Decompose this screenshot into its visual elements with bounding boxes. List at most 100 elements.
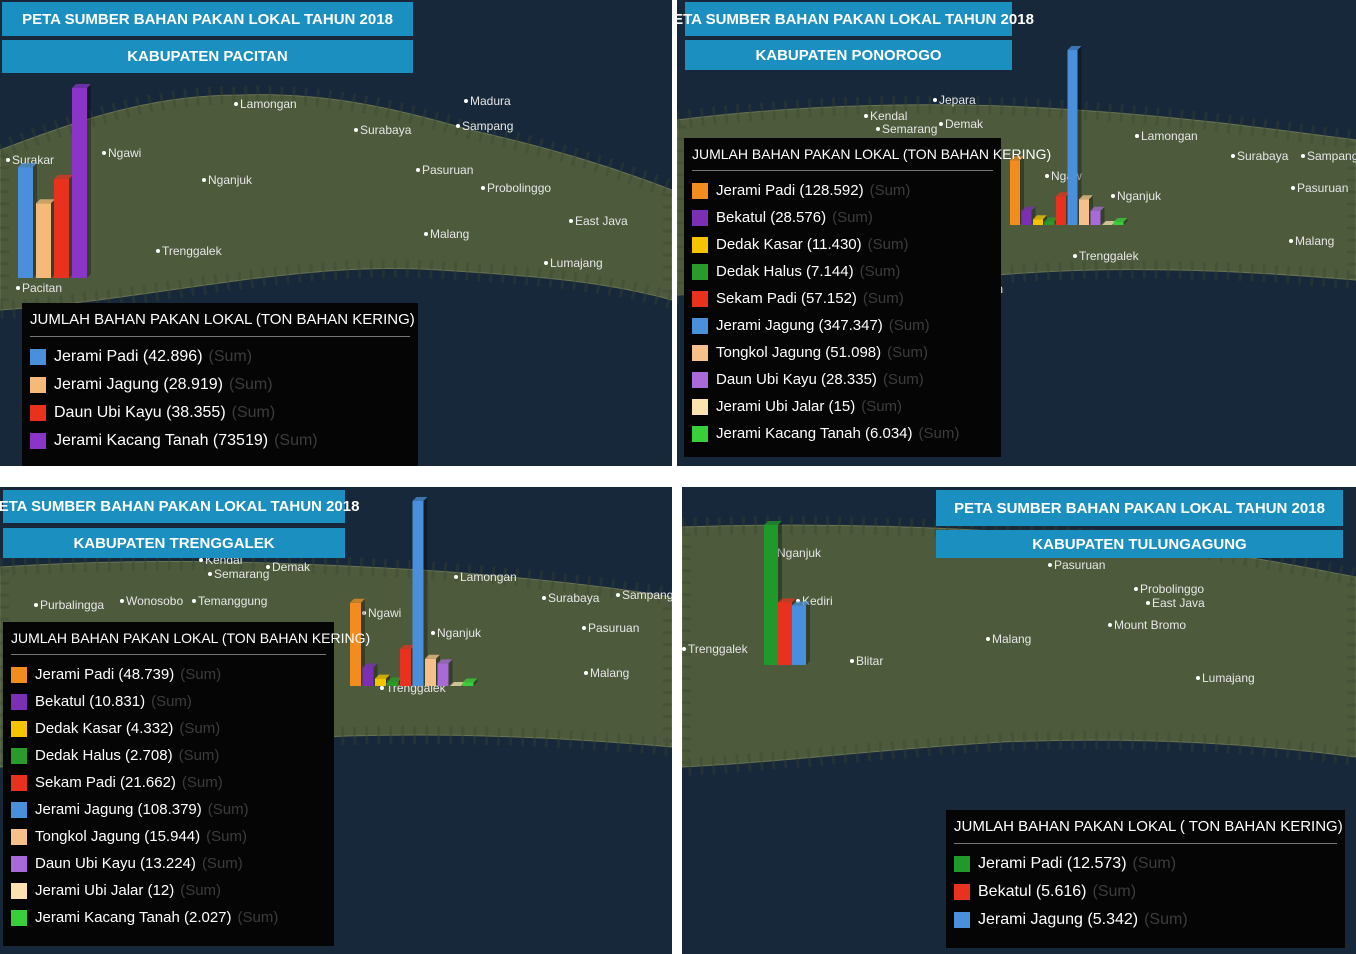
place-label: Nganjuk [437,626,482,640]
legend-swatch [11,882,27,899]
legend-label: Tongkol Jagung (15.944) [35,828,201,845]
place-dot [544,261,548,265]
legend-item: Jerami Padi (12.573) (Sum) [954,850,1337,878]
bar [1079,199,1089,225]
place-label: Lamongan [1141,129,1198,143]
place-dot [569,219,573,223]
legend-sum: (Sum) [207,801,249,818]
mountains [0,552,672,777]
place-label: Sampang [622,588,672,602]
place-dot [986,637,990,641]
place-label: Wonosobo [126,594,183,608]
legend-item: Jerami Kacang Tanah (2.027) (Sum) [11,904,326,931]
place-label: Lumajang [550,256,603,270]
legend-sum: (Sum) [867,236,909,253]
legend-swatch [954,856,970,872]
bar-top [1044,217,1059,222]
bar-top [1033,215,1047,220]
place-label: Demak [272,560,311,574]
legend-sum: (Sum) [869,182,911,199]
legend-label: Jerami Kacang Tanah (73519) [54,432,269,449]
legend-label: Sekam Padi (21.662) [35,774,176,791]
bar [792,605,806,665]
bar [412,501,424,686]
place-label: Probolinggo [1140,582,1204,596]
place-dot [481,186,485,190]
place-label: Nganjuk [1117,189,1162,203]
bar-top [778,598,796,603]
legend-label: Jerami Jagung (5.342) [978,911,1139,928]
legend-swatch [30,405,46,421]
bar [400,649,411,686]
place-dot [933,98,937,102]
bar-top [792,601,810,606]
place-label: Probolinggo [487,181,551,195]
legend-swatch [30,377,46,393]
legend-label: Jerami Padi (42.896) [54,348,203,365]
legend-swatch [692,209,708,226]
bar [54,178,69,278]
place-dot [939,122,943,126]
legend-item: Daun Ubi Kayu (28.335) (Sum) [692,366,993,393]
legend-title: JUMLAH BAHAN PAKAN LOKAL ( TON BAHAN KER… [954,818,1343,844]
place-dot [1146,601,1150,605]
bar-side [1043,215,1047,225]
bar-side [1100,206,1105,225]
bar [1067,50,1078,225]
legend-sum: (Sum) [201,855,243,872]
legend: JUMLAH BAHAN PAKAN LOKAL (TON BAHAN KERI… [684,138,1051,457]
place-dot [542,596,546,600]
legend-sum: (Sum) [180,666,222,683]
legend-item: Jerami Jagung (5.342) (Sum) [954,906,1337,934]
bar-top [36,199,55,204]
place-dot [202,178,206,182]
place-label: Nganjuk [208,173,253,187]
place-label: Surabaya [548,591,600,605]
legend-label: Daun Ubi Kayu (38.355) [54,404,226,421]
land [682,524,1356,768]
map: Lamongan Surabaya Sampang Madura Ngawi Nganju… [0,84,672,320]
legend-swatch [692,317,708,334]
legend-item: Jerami Padi (42.896) (Sum) [30,343,410,371]
legend-item: Jerami Jagung (28.919) (Sum) [30,371,410,399]
legend-sum: (Sum) [888,317,930,334]
place-label: Pasuruan [588,621,639,635]
place-dot [199,558,203,562]
bar [1010,160,1020,225]
legend-swatch [954,912,970,928]
title-banner: PETA SUMBER BAHAN PAKAN LOKAL TAHUN 2018 [936,490,1343,526]
legend-swatch [692,263,708,280]
place-dot [850,659,854,663]
place-dot [616,593,620,597]
place-label: Semarang [882,122,937,136]
legend-sum: (Sum) [1092,883,1137,900]
legend-swatch [692,371,708,388]
place-label: Trenggalek [1079,249,1140,263]
map-panel: Lamongan Surabaya Sampang Madura Ngawi Nganju… [0,0,672,466]
legend-swatch [692,425,708,442]
legend-label: Daun Ubi Kayu (28.335) [716,371,877,388]
bar-side [87,84,91,278]
bar-side [386,674,390,686]
bar [18,167,33,278]
place-label: East Java [1152,596,1205,610]
place-dot [362,611,366,615]
legend-label: Jerami Padi (128.592) [716,182,864,199]
place-label: Kendal [870,109,907,123]
place-dot [584,671,588,675]
legend: JUMLAH BAHAN PAKAN LOKAL ( TON BAHAN KER… [946,810,1345,948]
legend-label: Daun Ubi Kayu (13.224) [35,855,196,872]
legend-item: Dedak Kasar (4.332) (Sum) [11,715,326,742]
place-label: Trenggalek [162,244,223,258]
place-label: Jepara [939,93,976,107]
legend-item: Jerami Ubi Jalar (15) (Sum) [692,393,993,420]
bar-top [350,598,365,603]
place-label: Malang [992,632,1031,646]
legend-swatch [692,398,708,415]
legend-item: Jerami Jagung (108.379) (Sum) [11,796,326,823]
legend-item: Sekam Padi (21.662) (Sum) [11,769,326,796]
legend-sum: (Sum) [887,344,928,361]
bar-top [462,678,478,683]
bar [1021,210,1032,225]
